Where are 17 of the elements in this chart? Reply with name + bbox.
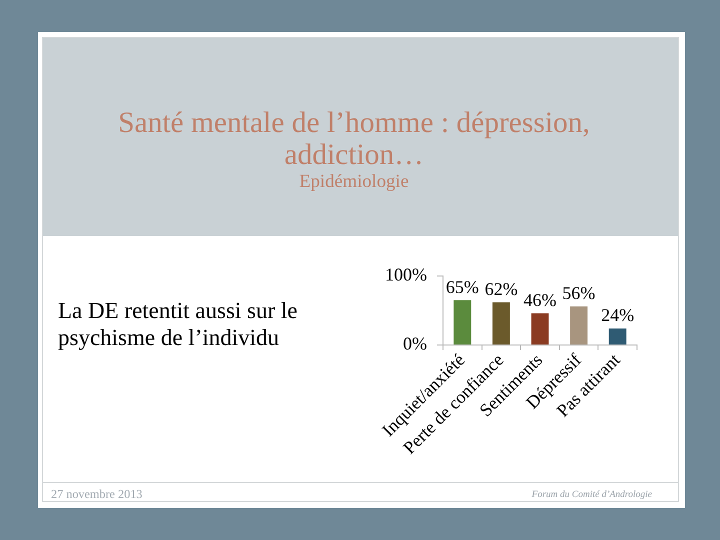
data-label: 46% (524, 290, 556, 310)
text: La DE retentit aussi sur le psychisme de l’individu (58, 297, 299, 351)
y-tick-label: 100% (385, 264, 427, 285)
data-label: 65% (446, 276, 479, 297)
chart-subtitle: Epidémiologie (298, 171, 410, 192)
chart-title: Santé mentale de l’homme : dépression, addiction… (117, 107, 591, 171)
bar (454, 300, 472, 344)
text: Forum du Comité d’Andrologie (532, 489, 652, 501)
y-tick-label: 0% (403, 334, 427, 354)
bar (492, 302, 510, 344)
data-label: 62% (484, 278, 518, 299)
text: 27 novembre 2013 (51, 487, 142, 502)
bar (570, 306, 588, 344)
bar (531, 313, 549, 344)
data-label: 56% (562, 283, 596, 304)
bar (608, 328, 626, 344)
data-label: 24% (601, 305, 634, 326)
